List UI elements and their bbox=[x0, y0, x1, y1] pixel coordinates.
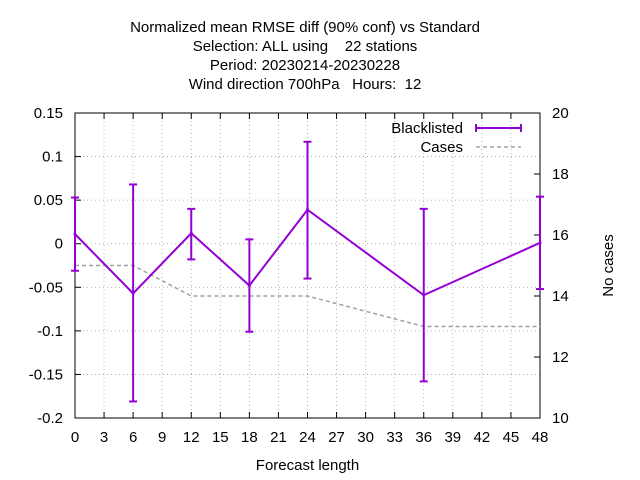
chart-title: Normalized mean RMSE diff (90% conf) vs … bbox=[130, 19, 480, 93]
y-tick-label: 0.1 bbox=[42, 149, 63, 166]
x-tick-label: 39 bbox=[444, 429, 461, 446]
title-line: Wind direction 700hPa Hours: 12 bbox=[189, 76, 422, 93]
x-tick-label: 0 bbox=[71, 429, 79, 446]
x-tick-label: 12 bbox=[183, 429, 200, 446]
y2-tick-label: 12 bbox=[552, 349, 569, 366]
data-point bbox=[538, 241, 542, 245]
data-point bbox=[247, 284, 251, 288]
x-tick-label: 18 bbox=[241, 429, 258, 446]
y2-tick-label: 20 bbox=[552, 105, 569, 122]
data-point bbox=[306, 208, 309, 212]
legend-label: Blacklisted bbox=[391, 120, 463, 137]
y2-tick-label: 18 bbox=[552, 166, 569, 183]
y2-tick-label: 16 bbox=[552, 227, 569, 244]
y-tick-label: -0.1 bbox=[37, 323, 63, 340]
y2-axis-label: No cases bbox=[600, 234, 617, 297]
y-tick-label: -0.15 bbox=[29, 366, 63, 383]
legend-label: Cases bbox=[420, 139, 463, 156]
title-line: Normalized mean RMSE diff (90% conf) vs … bbox=[130, 19, 480, 36]
data-point bbox=[131, 291, 135, 295]
x-tick-label: 3 bbox=[100, 429, 108, 446]
x-axis: 0 3 6 9 12 15 18 21 24 27 30 33 36 39 42 45 48 bbox=[71, 113, 549, 446]
data-point bbox=[189, 231, 193, 235]
data-point bbox=[73, 232, 77, 236]
data-point bbox=[422, 293, 426, 297]
y-axis: 0.15 0.1 0.05 0 -0.05 -0.1 -0.15 -0.2 bbox=[29, 105, 81, 427]
x-axis-label: Forecast length bbox=[256, 457, 359, 474]
x-tick-label: 24 bbox=[299, 429, 316, 446]
series-layer bbox=[71, 140, 544, 403]
x-tick-label: 21 bbox=[270, 429, 287, 446]
x-tick-label: 15 bbox=[212, 429, 229, 446]
title-line: Period: 20230214-20230228 bbox=[210, 57, 400, 74]
y2-tick-label: 10 bbox=[552, 410, 569, 427]
y2-tick-label: 14 bbox=[552, 288, 569, 305]
x-tick-label: 27 bbox=[328, 429, 345, 446]
x-tick-label: 30 bbox=[357, 429, 374, 446]
y-tick-label: 0.15 bbox=[34, 105, 63, 122]
legend: Blacklisted Cases bbox=[391, 120, 522, 156]
x-tick-label: 36 bbox=[415, 429, 432, 446]
x-tick-label: 45 bbox=[503, 429, 520, 446]
x-tick-label: 33 bbox=[386, 429, 403, 446]
y-tick-label: 0 bbox=[55, 236, 63, 253]
y2-axis: 20 18 16 14 12 10 bbox=[534, 105, 569, 427]
x-tick-label: 42 bbox=[474, 429, 491, 446]
y-tick-label: -0.2 bbox=[37, 410, 63, 427]
x-tick-label: 48 bbox=[532, 429, 549, 446]
x-tick-label: 6 bbox=[129, 429, 137, 446]
title-line: Selection: ALL using 22 stations bbox=[193, 38, 418, 55]
x-tick-label: 9 bbox=[158, 429, 166, 446]
y-tick-label: -0.05 bbox=[29, 279, 63, 296]
y-tick-label: 0.05 bbox=[34, 192, 63, 209]
